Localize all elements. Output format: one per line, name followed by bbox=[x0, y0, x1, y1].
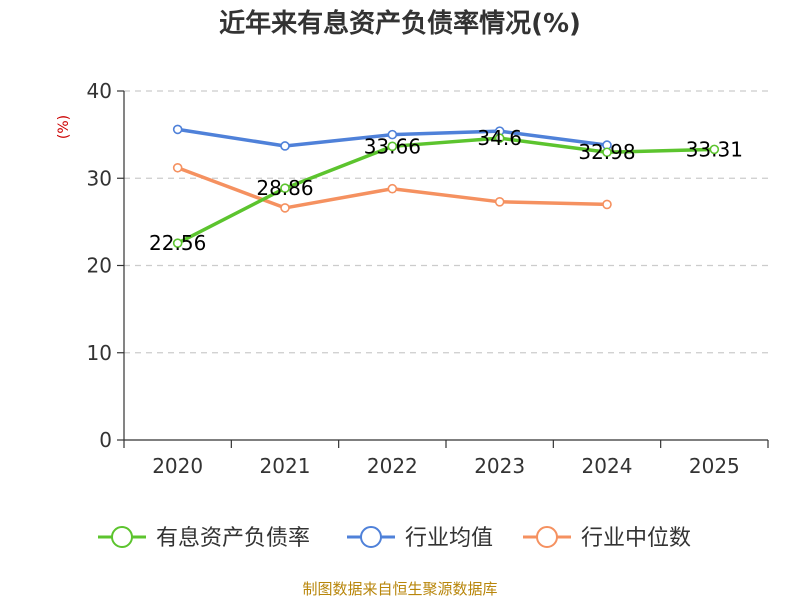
data-point bbox=[280, 183, 290, 193]
x-tick-label: 2024 bbox=[582, 454, 633, 478]
series-industry-median bbox=[172, 162, 612, 213]
y-tick-label: 0 bbox=[99, 428, 112, 452]
x-tick-label: 2022 bbox=[367, 454, 418, 478]
data-point bbox=[172, 124, 183, 135]
data-point bbox=[709, 144, 720, 155]
legend-label: 有息资产负债率 bbox=[156, 526, 310, 551]
legend-marker bbox=[360, 526, 382, 548]
data-label: 28.86 bbox=[256, 176, 313, 200]
legend-item: 行业均值 bbox=[347, 526, 493, 551]
axes: 0 10 20 30 40 2020 2021 2022 2023 2024 2025 bbox=[87, 79, 769, 478]
x-tick-label: 2020 bbox=[152, 454, 203, 478]
y-tick-label: 20 bbox=[87, 254, 112, 278]
legend: 有息资产负债率 行业均值 行业中位数 bbox=[98, 526, 691, 551]
data-point bbox=[280, 203, 290, 213]
y-tick-label: 40 bbox=[87, 79, 112, 103]
legend-marker bbox=[111, 526, 133, 548]
data-point bbox=[172, 238, 183, 248]
data-point bbox=[172, 162, 183, 173]
source-note: 制图数据来自恒生聚源数据库 bbox=[302, 580, 497, 598]
y-axis-unit: (%) bbox=[56, 115, 72, 139]
data-point bbox=[387, 183, 398, 194]
x-tick-label: 2021 bbox=[260, 454, 311, 478]
data-point bbox=[602, 147, 612, 158]
grid-lines bbox=[124, 90, 768, 354]
y-tick-label: 10 bbox=[87, 341, 112, 365]
data-label: 22.56 bbox=[149, 231, 206, 255]
chart-title: 近年来有息资产负债率情况(%) bbox=[219, 8, 581, 39]
data-point bbox=[494, 133, 505, 143]
legend-item: 行业中位数 bbox=[523, 526, 691, 551]
data-label: 33.66 bbox=[364, 134, 421, 158]
data-point bbox=[494, 197, 505, 207]
data-labels: 22.56 28.86 33.66 34.6 32.98 33.31 bbox=[149, 126, 743, 255]
series-main bbox=[172, 133, 720, 248]
data-point bbox=[280, 141, 290, 151]
y-tick-label: 30 bbox=[87, 166, 112, 190]
legend-label: 行业中位数 bbox=[581, 526, 691, 551]
data-label: 34.6 bbox=[477, 126, 522, 150]
x-tick-label: 2023 bbox=[474, 454, 525, 478]
data-point bbox=[387, 129, 398, 140]
series-lines bbox=[172, 124, 720, 248]
series-industry-mean bbox=[172, 124, 612, 151]
legend-item: 有息资产负债率 bbox=[98, 526, 310, 551]
data-label: 32.98 bbox=[578, 140, 635, 164]
legend-label: 行业均值 bbox=[405, 526, 493, 551]
data-label: 33.31 bbox=[686, 137, 743, 161]
legend-marker bbox=[536, 526, 558, 548]
series-line bbox=[175, 136, 717, 245]
data-point bbox=[602, 199, 612, 210]
x-tick-label: 2025 bbox=[689, 454, 740, 478]
data-point bbox=[387, 141, 398, 152]
